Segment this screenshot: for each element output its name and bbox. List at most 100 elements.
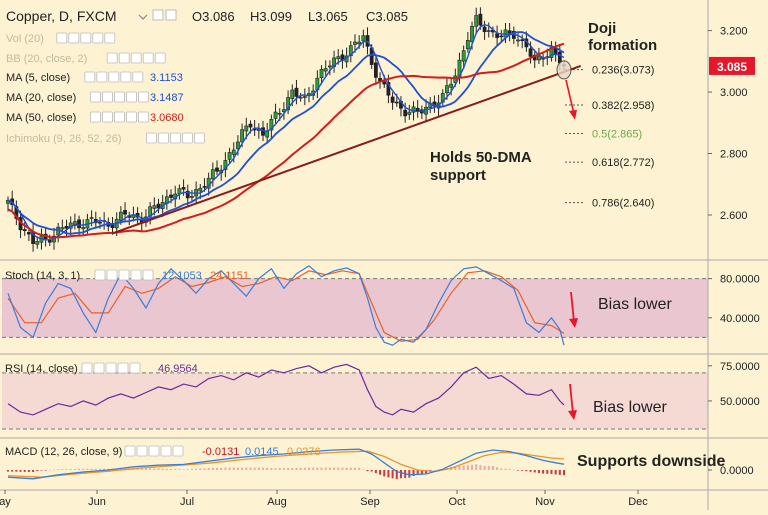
macd-hist-bar xyxy=(320,467,323,470)
rsi-tick-label: 50.0000 xyxy=(720,396,760,408)
macd-signal-line xyxy=(7,450,565,478)
macd-hist-bar xyxy=(103,468,106,470)
annotation-stoch-bias: Bias lower xyxy=(598,296,672,313)
eye-icon xyxy=(90,111,101,123)
menu-icon xyxy=(154,52,166,64)
macd-hist-bar xyxy=(471,464,474,470)
month-label: Oct xyxy=(448,496,465,508)
month-label: Jun xyxy=(88,496,106,508)
macd-hist-bar xyxy=(475,464,478,470)
indicator-label: MA (5, close) xyxy=(6,72,70,84)
indicator-label: MA (20, close) xyxy=(6,92,76,104)
macd-hist-bar xyxy=(253,467,256,470)
fib-label: 0.382(2.958) xyxy=(592,100,654,112)
candle-up xyxy=(445,85,449,93)
macd-hist-bar xyxy=(383,470,386,477)
menu-icon xyxy=(142,269,154,281)
stoch-tick-label: 80.0000 xyxy=(720,274,760,286)
macd-hist-bar xyxy=(203,468,206,470)
macd-hist-bar xyxy=(391,470,394,479)
candle-up xyxy=(453,75,458,83)
close-icon xyxy=(130,52,142,64)
macd-hist-bar xyxy=(328,467,331,470)
plus-icon xyxy=(160,445,172,457)
macd-hist-bar xyxy=(11,470,14,472)
candle-down xyxy=(261,127,265,136)
macd-hist-bar xyxy=(533,470,536,473)
macd-hist-bar xyxy=(19,470,22,472)
candle-down xyxy=(64,226,69,229)
eye-icon xyxy=(106,52,118,64)
gear-icon xyxy=(102,91,113,103)
month-label: Sep xyxy=(360,496,380,508)
eye-icon xyxy=(90,91,101,103)
macd-hist-bar xyxy=(487,466,490,470)
indicator-label: MA (50, close) xyxy=(6,112,76,124)
annotation-support: Holds 50-DMA xyxy=(430,149,532,166)
macd-hist-bar xyxy=(312,467,315,470)
macd-hist-bar xyxy=(412,470,415,476)
candle-up xyxy=(198,187,203,192)
indicator-value: 3.1487 xyxy=(150,92,184,104)
stoch-arrow-shaft xyxy=(570,291,575,323)
eye-icon xyxy=(81,362,93,374)
stoch-pane xyxy=(2,265,708,346)
macd-hist-bar xyxy=(65,469,68,470)
plus-icon xyxy=(126,111,137,123)
macd-hist-bar xyxy=(282,468,285,470)
macd-hist-bar xyxy=(69,469,72,470)
macd-hist-bar xyxy=(153,468,156,470)
candle-up xyxy=(286,97,290,111)
candle-up xyxy=(227,152,232,160)
macd-hist-bar xyxy=(462,465,465,470)
close-icon xyxy=(105,362,117,374)
macd-hist-bar xyxy=(563,470,565,476)
month-label: Aug xyxy=(267,496,287,508)
stoch-tick-label: 40.0000 xyxy=(720,313,760,325)
macd-hist-bar xyxy=(387,470,390,478)
macd-hist-bar xyxy=(190,468,193,470)
macd-hist-bar xyxy=(32,470,35,472)
menu-icon xyxy=(132,71,144,83)
candle-up xyxy=(353,41,357,45)
eye-icon xyxy=(152,9,164,21)
macd-hist-bar xyxy=(36,470,39,472)
macd-hist-bar xyxy=(295,467,298,470)
plus-icon xyxy=(181,132,193,144)
macd-hist-bar xyxy=(466,465,469,470)
ohlc-high: H3.099 xyxy=(250,9,292,24)
indicator-label: Vol (20) xyxy=(6,33,44,45)
macd-hist-bar xyxy=(52,469,55,471)
macd-hist-value: -0.0131 xyxy=(202,446,239,458)
candle-up xyxy=(244,125,249,132)
macd-hist-bar xyxy=(236,467,239,470)
macd-hist-bar xyxy=(517,470,520,471)
gear-icon xyxy=(96,71,108,83)
macd-hist-bar xyxy=(249,467,252,470)
macd-hist-bar xyxy=(73,468,76,470)
stoch-label: Stoch (14, 3, 1) xyxy=(5,270,80,282)
macd-label: MACD (12, 26, close, 9) xyxy=(5,446,122,458)
gear-icon xyxy=(68,32,80,44)
macd-hist-bar xyxy=(399,470,402,479)
eye-icon xyxy=(94,269,106,281)
macd-hist-bar xyxy=(454,466,457,470)
price-badge-value: 3.085 xyxy=(717,60,747,74)
candle-up xyxy=(72,221,77,225)
candle-down xyxy=(495,33,500,38)
macd-hist-bar xyxy=(23,470,26,472)
candle-up xyxy=(256,129,261,131)
price-pane: 0.236(3.073) 0.382(2.958) 0.5(2.865) 0.618(… xyxy=(6,7,654,252)
macd-hist-bar xyxy=(420,470,423,474)
close-icon xyxy=(118,269,130,281)
plus-icon xyxy=(120,71,132,83)
ma-line-3 xyxy=(7,42,565,239)
candle-up xyxy=(319,69,324,78)
candle-up xyxy=(277,113,282,115)
candle-up xyxy=(81,227,86,230)
macd-hist-bar xyxy=(262,467,265,470)
candle-up xyxy=(273,111,278,119)
macd-hist-bar xyxy=(554,470,557,475)
macd-hist-bar xyxy=(232,467,235,470)
